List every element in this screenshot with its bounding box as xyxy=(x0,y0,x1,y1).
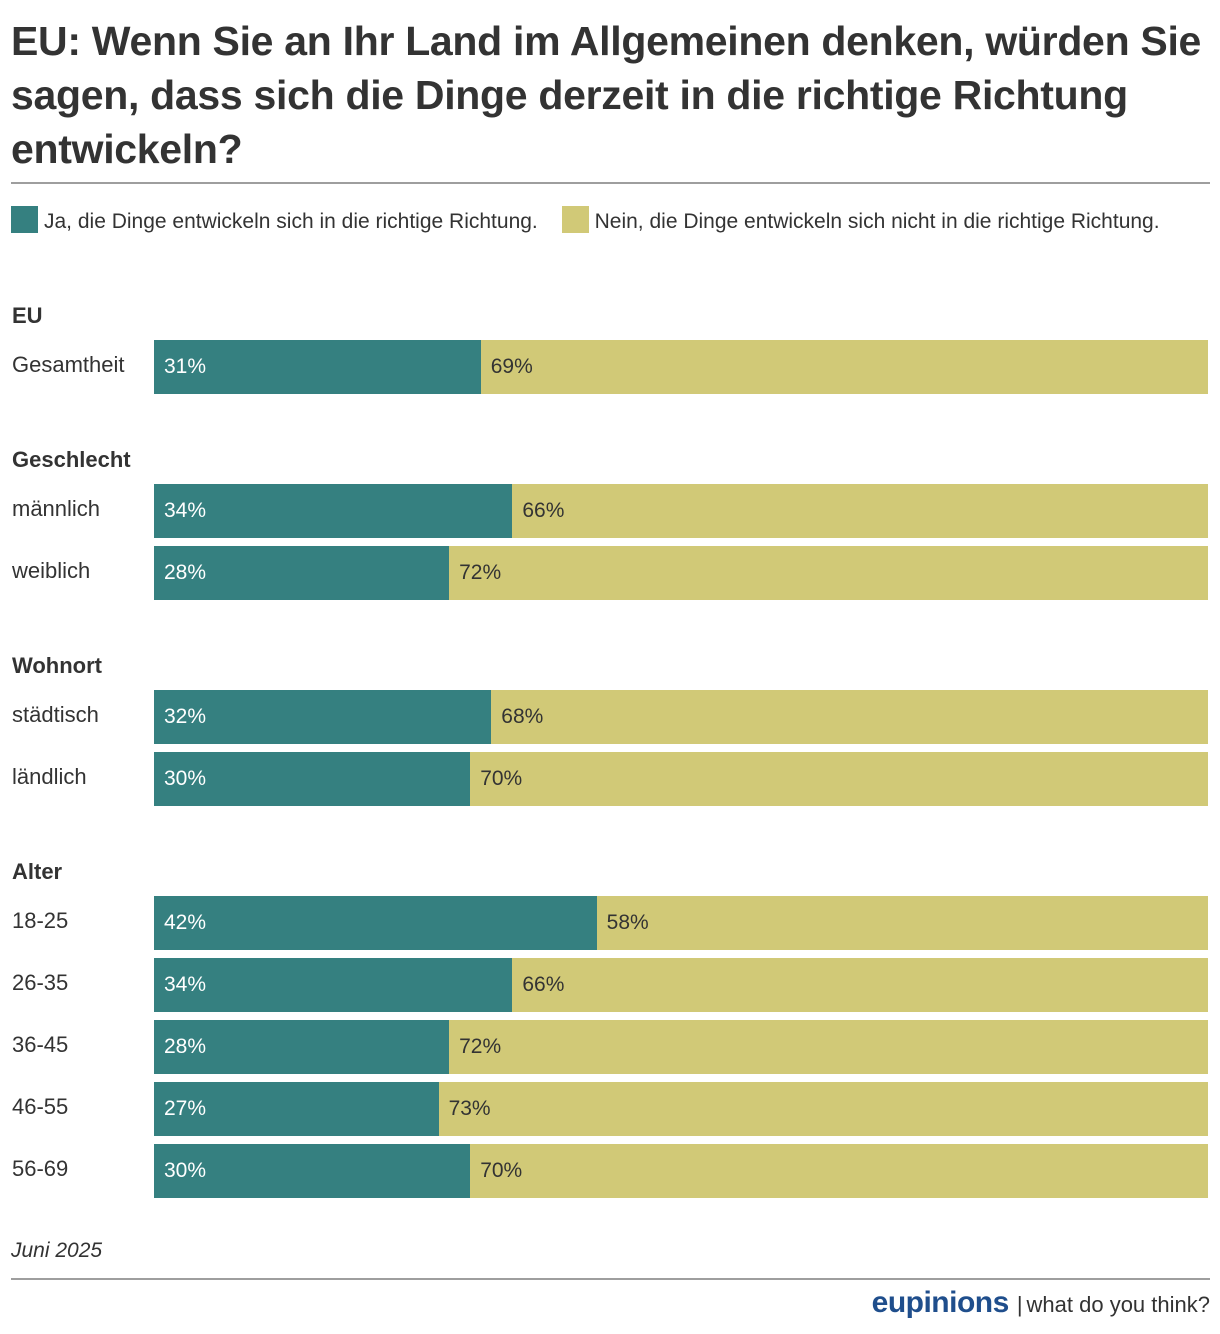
row-label: 26-35 xyxy=(12,970,69,995)
stacked-bar: 32% 68% xyxy=(154,690,1208,744)
stacked-bar: 28% 72% xyxy=(154,546,1208,600)
legend: Ja, die Dinge entwickeln sich in die ric… xyxy=(11,204,1206,240)
stacked-bar: 34% 66% xyxy=(154,958,1208,1012)
data-label: 30% xyxy=(164,767,207,790)
brand-footer: eupinions | what do you think? xyxy=(872,1286,1210,1320)
stacked-bar: 27% 73% xyxy=(154,1082,1208,1136)
row-label: städtisch xyxy=(12,702,99,727)
stacked-bar: 28% 72% xyxy=(154,1020,1208,1074)
date-footnote: Juni 2025 xyxy=(11,1239,103,1262)
row-label: Gesamtheit xyxy=(12,352,125,377)
data-label: 27% xyxy=(164,1097,207,1120)
row-label: 56-69 xyxy=(12,1156,69,1181)
brand-separator: | xyxy=(1016,1292,1023,1317)
data-label: 34% xyxy=(164,973,207,996)
data-label: 30% xyxy=(164,1159,207,1182)
bar-segment-yes: 30% xyxy=(154,1144,471,1198)
data-label: 34% xyxy=(164,499,207,522)
stacked-bar: 31% 69% xyxy=(154,340,1208,394)
bar-segment-no: 72% xyxy=(449,546,1208,600)
bar-segment-yes: 34% xyxy=(154,958,513,1012)
data-label: 73% xyxy=(448,1097,491,1120)
bar-segment-no: 69% xyxy=(480,340,1208,394)
legend-item-no: Nein, die Dinge entwickeln sich nicht in… xyxy=(561,206,1160,233)
chart-title: EU: Wenn Sie an Ihr Land im Allgemeinen … xyxy=(11,18,1202,172)
bar-segment-yes: 42% xyxy=(154,896,597,950)
stacked-bar: 30% 70% xyxy=(154,752,1208,806)
bar-segment-no: 73% xyxy=(438,1082,1208,1136)
stacked-bar: 42% 58% xyxy=(154,896,1208,950)
row-label: ländlich xyxy=(12,764,87,789)
stacked-bar: 34% 66% xyxy=(154,484,1208,538)
group-title: Wohnort xyxy=(12,653,103,678)
row-label: 36-45 xyxy=(12,1032,69,1057)
title-divider xyxy=(11,182,1210,184)
data-label: 32% xyxy=(164,705,207,728)
data-label: 70% xyxy=(480,767,523,790)
legend-swatch-yes xyxy=(11,206,38,233)
data-label: 28% xyxy=(164,561,207,584)
legend-label-yes: Ja, die Dinge entwickeln sich in die ric… xyxy=(44,210,538,233)
bar-segment-yes: 32% xyxy=(154,690,492,744)
row-label: weiblich xyxy=(12,558,91,583)
data-label: 68% xyxy=(501,705,544,728)
bar-segment-yes: 28% xyxy=(154,546,450,600)
bar-segment-yes: 30% xyxy=(154,752,471,806)
group-title: EU xyxy=(12,303,43,328)
bar-segment-no: 72% xyxy=(449,1020,1208,1074)
bar-segment-yes: 28% xyxy=(154,1020,450,1074)
data-label: 72% xyxy=(459,561,502,584)
row-label: männlich xyxy=(12,496,101,521)
group-title: Alter xyxy=(12,859,63,884)
data-label: 70% xyxy=(480,1159,523,1182)
bar-segment-no: 66% xyxy=(512,484,1208,538)
row-label: 46-55 xyxy=(12,1094,69,1119)
bar-segment-yes: 27% xyxy=(154,1082,439,1136)
bar-segment-no: 68% xyxy=(491,690,1208,744)
bar-segment-yes: 31% xyxy=(154,340,481,394)
bar-segment-no: 66% xyxy=(512,958,1208,1012)
bar-segment-yes: 34% xyxy=(154,484,513,538)
data-label: 66% xyxy=(522,973,565,996)
data-label: 72% xyxy=(459,1035,502,1058)
bar-segment-no: 58% xyxy=(596,896,1208,950)
legend-swatch-no xyxy=(561,206,589,233)
data-label: 69% xyxy=(490,355,533,378)
bar-segment-no: 70% xyxy=(470,752,1208,806)
legend-item-yes: Ja, die Dinge entwickeln sich in die ric… xyxy=(11,206,538,233)
brand-tagline: what do you think? xyxy=(1026,1292,1210,1317)
bar-segment-no: 70% xyxy=(470,1144,1208,1198)
footer-divider xyxy=(11,1278,1210,1280)
data-label: 42% xyxy=(164,911,207,934)
group-title: Geschlecht xyxy=(12,447,131,472)
data-label: 28% xyxy=(164,1035,207,1058)
stacked-bar: 30% 70% xyxy=(154,1144,1208,1198)
data-label: 66% xyxy=(522,499,565,522)
data-label: 58% xyxy=(606,911,649,934)
data-label: 31% xyxy=(164,355,207,378)
legend-label-no: Nein, die Dinge entwickeln sich nicht in… xyxy=(594,210,1160,233)
brand-logo: eupinions xyxy=(871,1286,1010,1319)
row-label: 18-25 xyxy=(12,908,69,933)
